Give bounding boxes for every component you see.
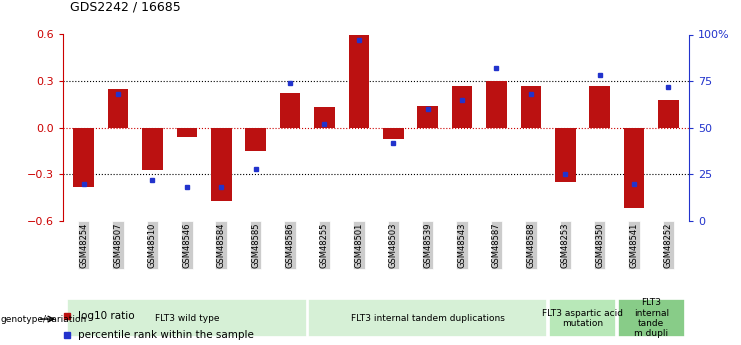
Text: GSM48503: GSM48503 bbox=[389, 222, 398, 268]
Text: GSM48584: GSM48584 bbox=[216, 222, 226, 268]
Bar bbox=[624, 128, 645, 208]
Bar bbox=[555, 128, 576, 182]
Text: GSM48546: GSM48546 bbox=[182, 222, 191, 268]
Text: GSM48255: GSM48255 bbox=[320, 222, 329, 268]
Bar bbox=[417, 106, 438, 128]
Text: GSM48541: GSM48541 bbox=[630, 222, 639, 268]
Bar bbox=[486, 81, 507, 128]
Text: GDS2242 / 16685: GDS2242 / 16685 bbox=[70, 1, 181, 14]
Text: GSM48501: GSM48501 bbox=[354, 222, 363, 268]
Bar bbox=[142, 128, 163, 170]
Bar bbox=[452, 86, 472, 128]
Text: GSM48510: GSM48510 bbox=[148, 222, 157, 268]
Text: GSM48585: GSM48585 bbox=[251, 222, 260, 268]
Bar bbox=[308, 299, 548, 337]
Text: GSM48507: GSM48507 bbox=[113, 222, 122, 268]
Text: FLT3
internal
tande
m dupli: FLT3 internal tande m dupli bbox=[634, 298, 669, 338]
Text: GSM48252: GSM48252 bbox=[664, 222, 673, 268]
Bar bbox=[520, 86, 541, 128]
Bar bbox=[67, 299, 307, 337]
Bar bbox=[176, 128, 197, 137]
Bar bbox=[549, 299, 617, 337]
Text: GSM48587: GSM48587 bbox=[492, 222, 501, 268]
Text: GSM48586: GSM48586 bbox=[285, 222, 295, 268]
Text: GSM48539: GSM48539 bbox=[423, 222, 432, 268]
Bar bbox=[245, 128, 266, 151]
Bar bbox=[348, 34, 369, 128]
Text: GSM48350: GSM48350 bbox=[595, 222, 604, 268]
Text: FLT3 internal tandem duplications: FLT3 internal tandem duplications bbox=[350, 314, 505, 323]
Text: GSM48588: GSM48588 bbox=[526, 222, 536, 268]
Text: genotype/variation: genotype/variation bbox=[1, 315, 87, 324]
Bar bbox=[107, 89, 128, 128]
Bar bbox=[383, 128, 404, 139]
Bar bbox=[658, 100, 679, 128]
Bar bbox=[314, 108, 335, 128]
Text: FLT3 wild type: FLT3 wild type bbox=[155, 314, 219, 323]
Bar bbox=[589, 86, 610, 128]
Text: GSM48543: GSM48543 bbox=[457, 222, 467, 268]
Text: percentile rank within the sample: percentile rank within the sample bbox=[78, 330, 253, 339]
Bar bbox=[279, 93, 300, 128]
Bar bbox=[211, 128, 231, 201]
Text: GSM48254: GSM48254 bbox=[79, 222, 88, 268]
Text: log10 ratio: log10 ratio bbox=[78, 311, 134, 321]
Bar bbox=[617, 299, 685, 337]
Bar bbox=[73, 128, 94, 187]
Text: GSM48253: GSM48253 bbox=[561, 222, 570, 268]
Text: FLT3 aspartic acid
mutation: FLT3 aspartic acid mutation bbox=[542, 308, 623, 328]
